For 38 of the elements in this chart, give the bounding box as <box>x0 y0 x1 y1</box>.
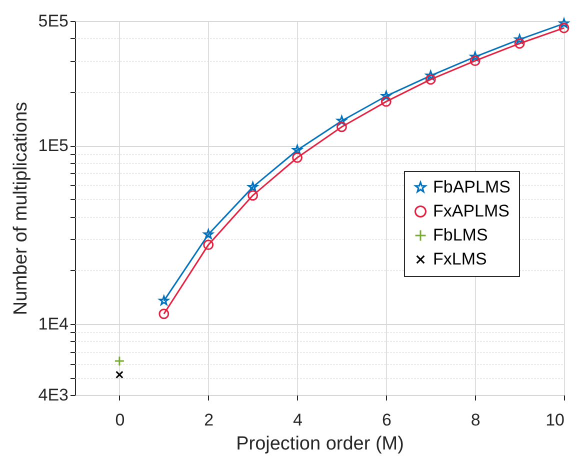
legend-label: FbLMS <box>433 226 488 244</box>
point <box>470 56 480 66</box>
point <box>248 190 258 201</box>
point <box>158 296 169 306</box>
point <box>336 122 347 132</box>
point <box>470 52 480 62</box>
point <box>116 370 124 379</box>
y-tick-label: 5E5 <box>38 12 68 30</box>
point <box>203 240 214 250</box>
x-tick-label: 8 <box>470 410 480 430</box>
legend-label: FbAPLMS <box>433 178 510 196</box>
x-tick-label: 10 <box>546 410 564 430</box>
y-tick-label: 1E5 <box>38 136 68 156</box>
point <box>292 144 302 154</box>
x-tick-label: 6 <box>382 410 392 430</box>
point <box>558 22 570 34</box>
x-tick-label: 2 <box>204 410 214 430</box>
point <box>248 182 258 192</box>
point <box>514 38 525 49</box>
point <box>558 18 570 28</box>
point <box>336 116 347 126</box>
x-tick-label: 0 <box>115 410 125 430</box>
legend-label: FxLMS <box>433 250 487 268</box>
y-axis-title: Number of multiplications <box>10 102 32 316</box>
point <box>380 96 392 107</box>
point <box>425 74 436 85</box>
x-tick-label: 4 <box>293 410 303 430</box>
y-tick-label: 1E4 <box>38 314 68 334</box>
x-axis-title: Projection order (M) <box>236 434 404 454</box>
point <box>381 90 392 100</box>
y-tick-label: 4E3 <box>38 386 68 404</box>
point <box>203 229 214 239</box>
point <box>514 34 525 44</box>
point <box>426 70 436 80</box>
point <box>158 308 170 320</box>
point <box>114 356 125 366</box>
point <box>292 152 302 163</box>
legend-label: FxAPLMS <box>433 202 510 220</box>
